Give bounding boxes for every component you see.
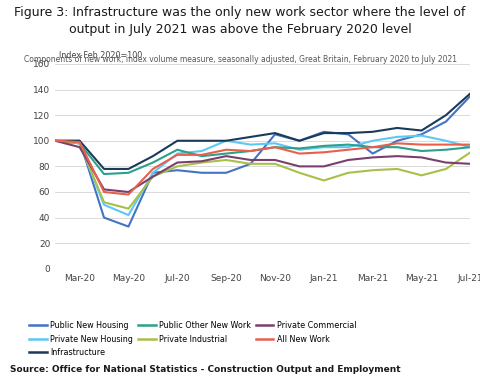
Legend: Public New Housing, Private New Housing, Infrastructure, Public Other New Work, : Public New Housing, Private New Housing,… <box>26 318 360 360</box>
Text: Index Feb 2020=100: Index Feb 2020=100 <box>60 51 143 60</box>
Text: Source: Office for National Statistics - Construction Output and Employment: Source: Office for National Statistics -… <box>10 365 400 374</box>
Text: Figure 3: Infrastructure was the only new work sector where the level of
output : Figure 3: Infrastructure was the only ne… <box>14 6 466 36</box>
Text: Components of new work, index volume measure, seasonally adjusted, Great Britain: Components of new work, index volume mea… <box>24 55 456 64</box>
